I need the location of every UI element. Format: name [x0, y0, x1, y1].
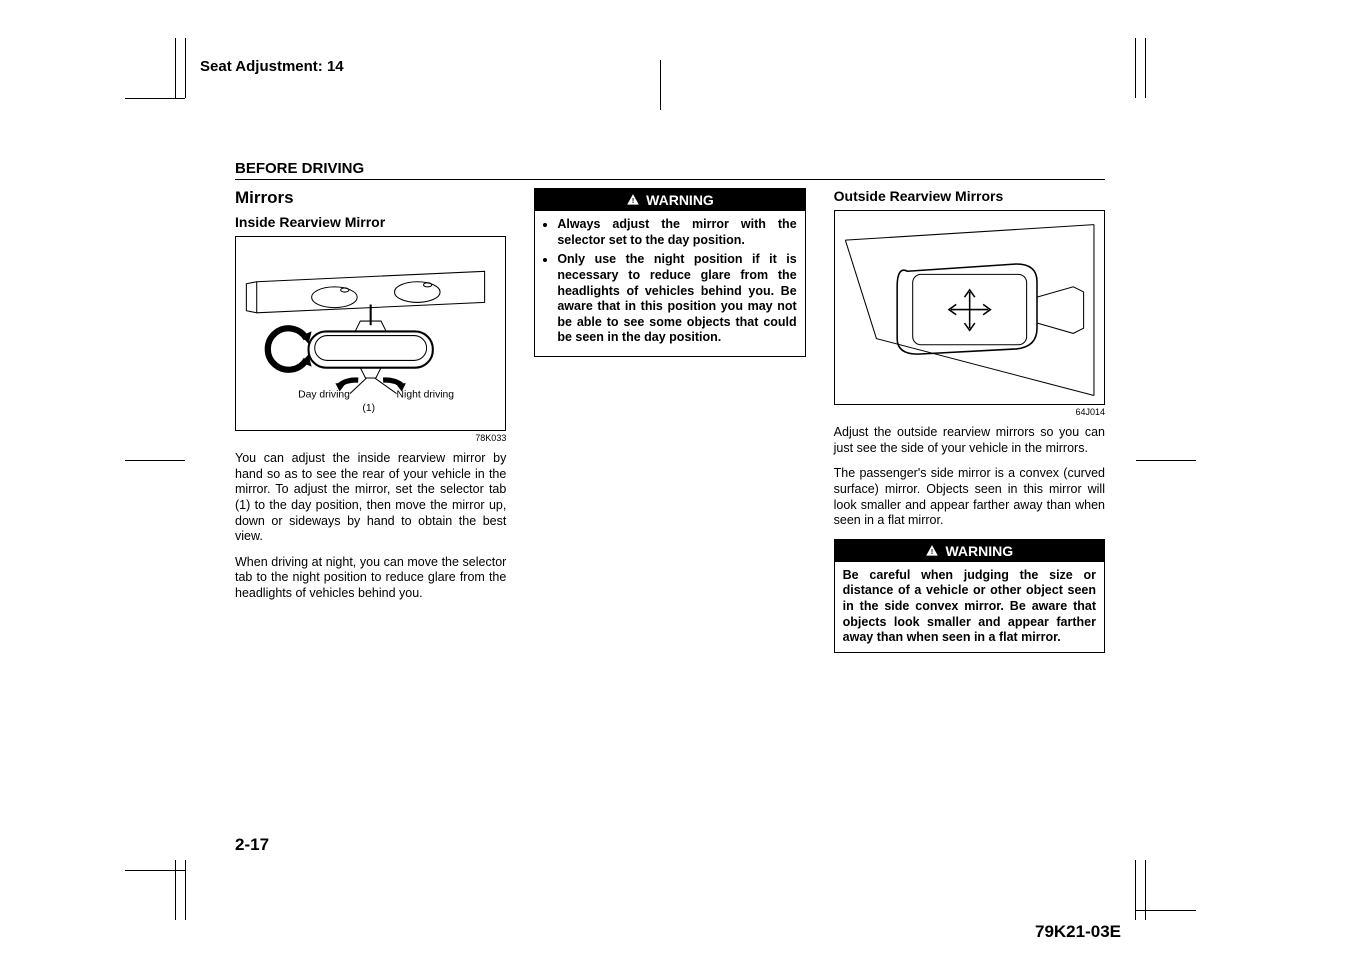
warning-label-1: WARNING	[646, 192, 714, 208]
fig-label-night: Night driving	[397, 390, 455, 401]
col3-para1: Adjust the outside rearview mirrors so y…	[834, 425, 1105, 456]
warning-icon: !	[925, 544, 939, 558]
warning-item: Always adjust the mirror with the select…	[557, 217, 796, 248]
outside-mirror-subtitle: Outside Rearview Mirrors	[834, 188, 1105, 204]
outside-mirror-figure	[834, 210, 1105, 405]
col1-para2: When driving at night, you can move the …	[235, 555, 506, 602]
inside-mirror-subtitle: Inside Rearview Mirror	[235, 214, 506, 230]
warning-box-2: ! WARNING Be careful when judging the si…	[834, 539, 1105, 653]
fig-label-day: Day driving	[298, 390, 350, 401]
column-2: ! WARNING Always adjust the mirror with …	[534, 188, 805, 663]
warning-text-2: Be careful when judging the size or dist…	[835, 562, 1104, 652]
page-number: 2-17	[235, 835, 269, 855]
warning-label-2: WARNING	[945, 543, 1013, 559]
mirrors-title: Mirrors	[235, 188, 506, 208]
col1-para1: You can adjust the inside rearview mirro…	[235, 451, 506, 545]
doc-code: 79K21-03E	[1035, 922, 1121, 942]
inside-mirror-figure: Day driving Night driving (1)	[235, 236, 506, 431]
warning-icon: !	[626, 193, 640, 207]
fig-code-2: 64J014	[834, 407, 1105, 417]
section-header: BEFORE DRIVING	[235, 160, 1105, 180]
fig-label-1: (1)	[362, 403, 375, 414]
warning-list-1: Always adjust the mirror with the select…	[543, 217, 796, 346]
warning-title-2: ! WARNING	[835, 540, 1104, 562]
svg-text:!: !	[931, 549, 933, 556]
warning-item: Only use the night position if it is nec…	[557, 252, 796, 346]
page-content: BEFORE DRIVING Mirrors Inside Rearview M…	[235, 160, 1105, 663]
col3-para2: The passenger's side mirror is a convex …	[834, 466, 1105, 529]
header-note: Seat Adjustment: 14	[200, 58, 344, 75]
column-1: Mirrors Inside Rearview Mirror	[235, 188, 506, 663]
fig-code-1: 78K033	[235, 433, 506, 443]
warning-title-1: ! WARNING	[535, 189, 804, 211]
column-3: Outside Rearview Mirrors	[834, 188, 1105, 663]
svg-text:!: !	[632, 198, 634, 205]
warning-box-1: ! WARNING Always adjust the mirror with …	[534, 188, 805, 357]
